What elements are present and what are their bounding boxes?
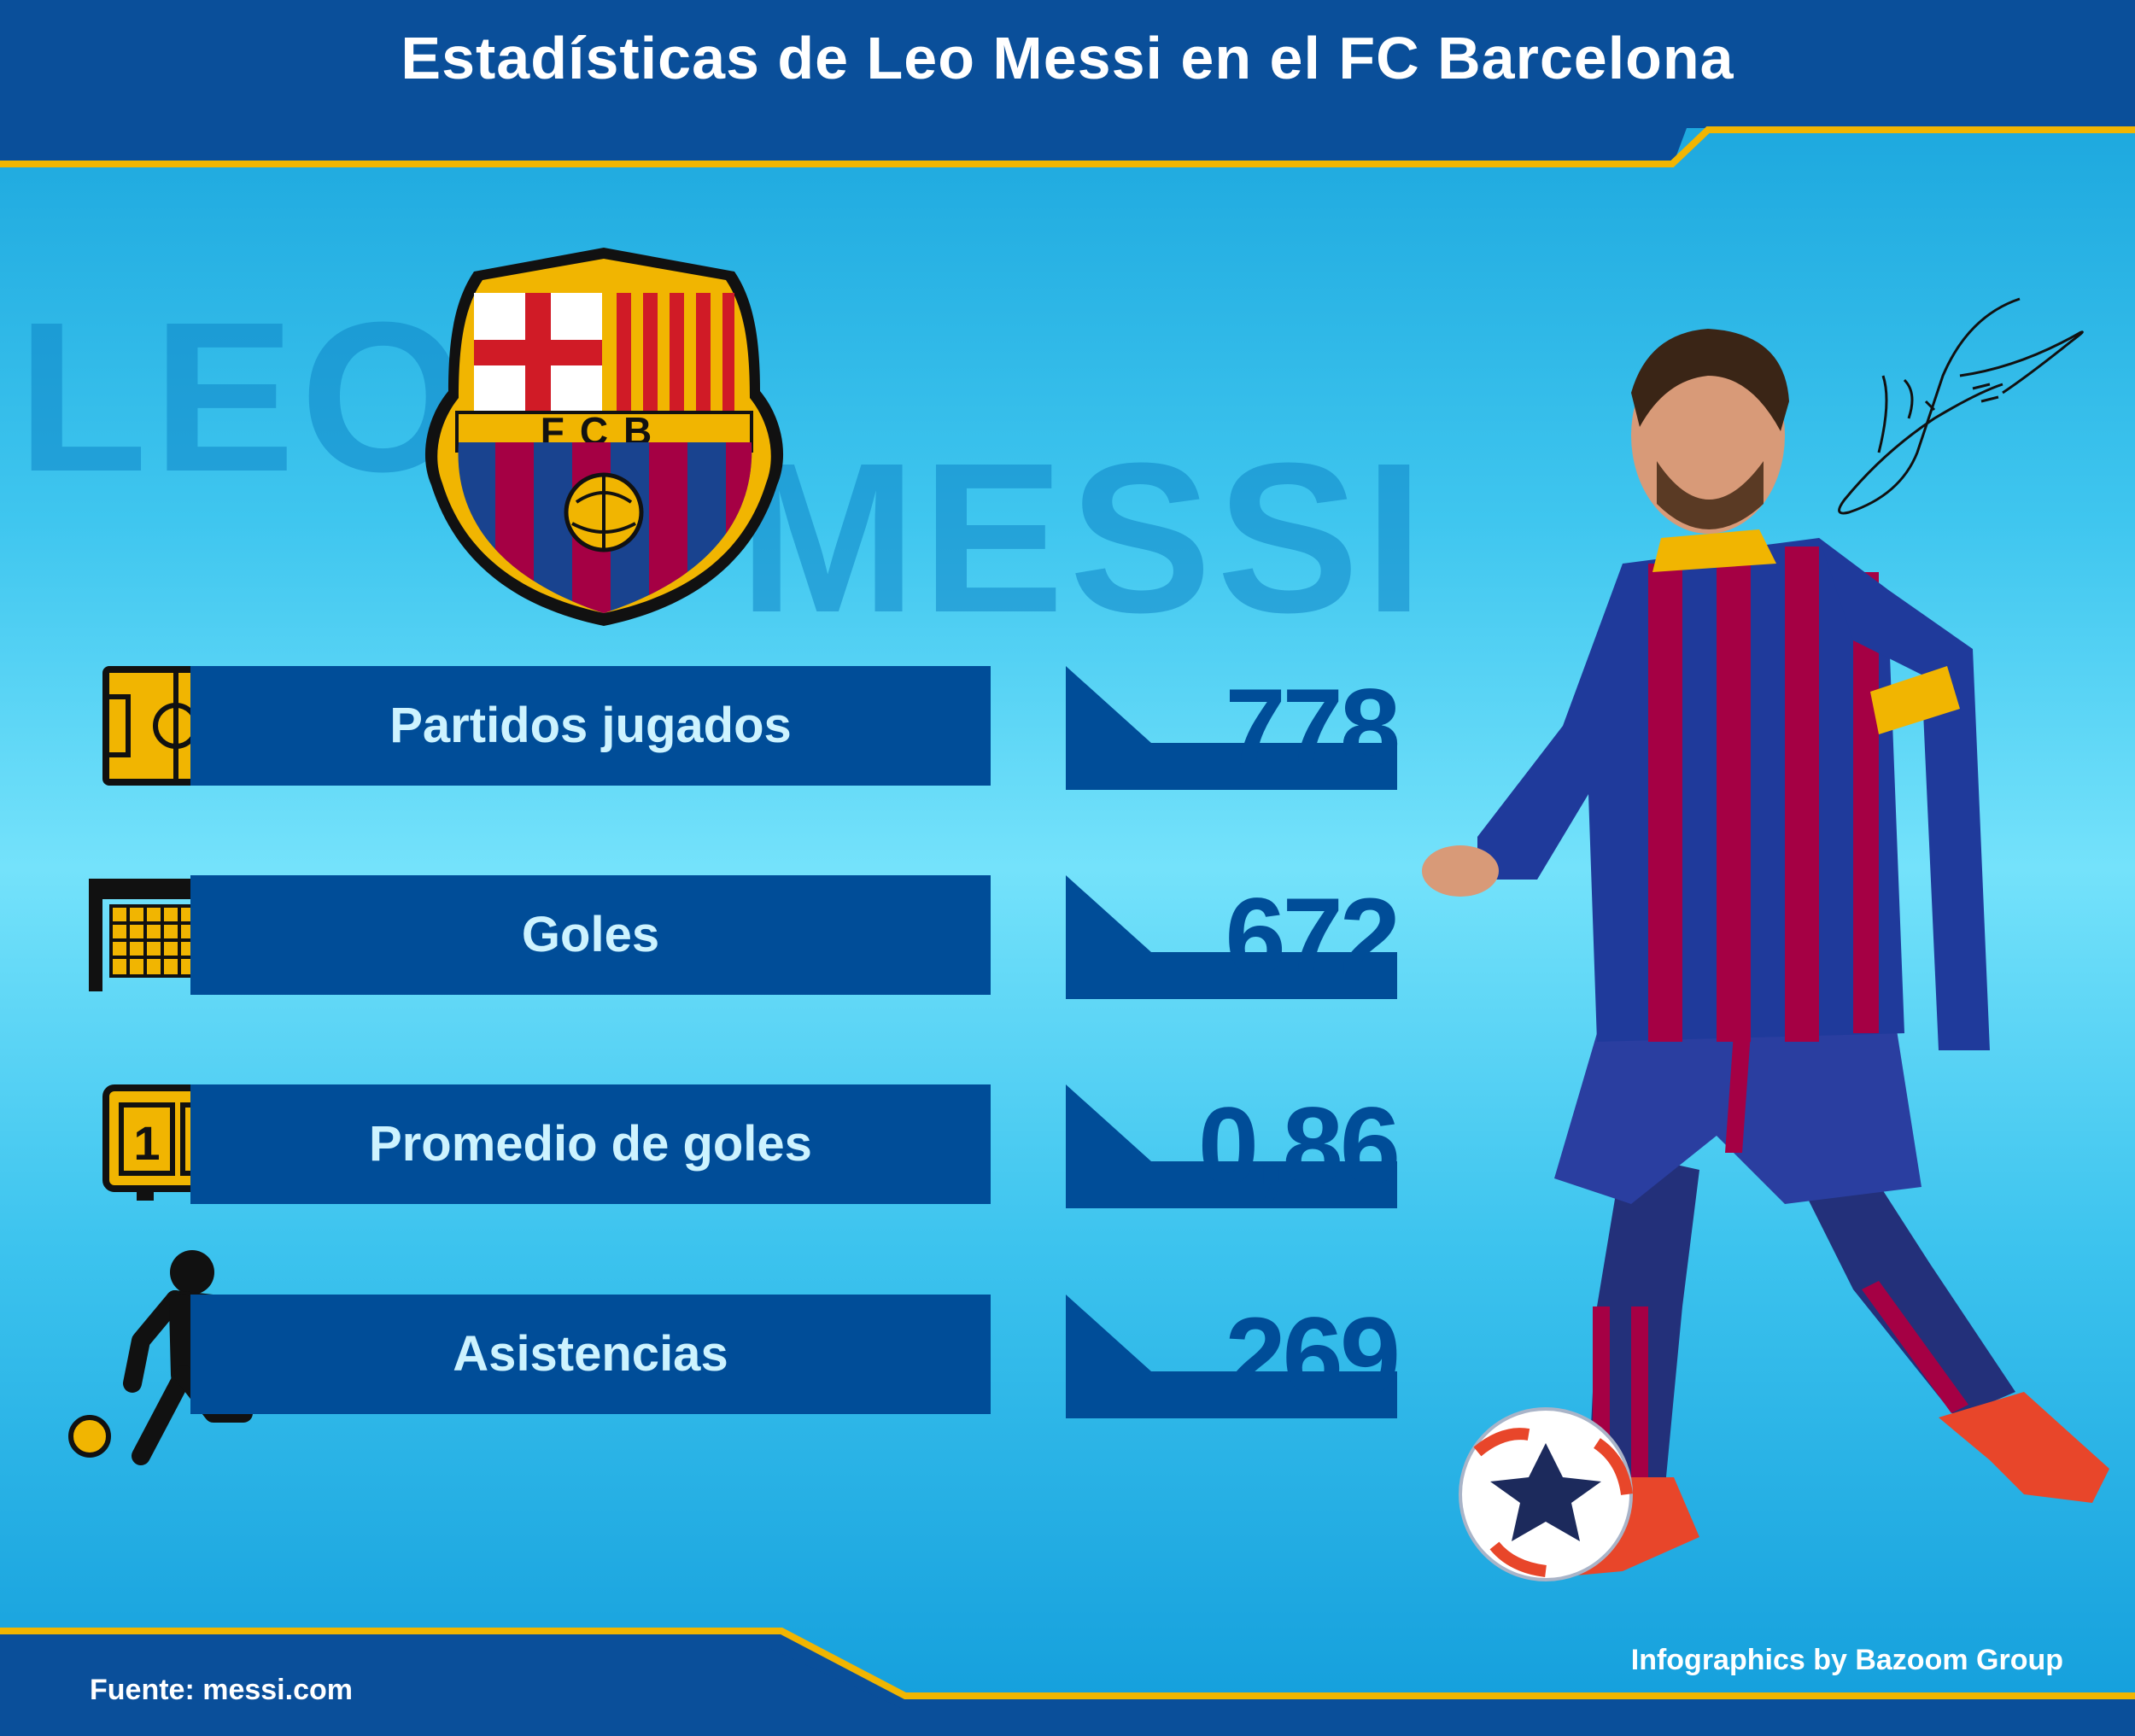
- stat-label-promedio: Promedio de goles: [369, 1116, 812, 1172]
- stat-value-box-promedio: [1066, 1084, 1397, 1208]
- watermark-leo: LEO: [17, 278, 471, 516]
- stat-value-box-asistencias: [1066, 1295, 1397, 1418]
- footer-source: Fuente: messi.com: [90, 1674, 353, 1706]
- stat-label-partidos: Partidos jugados: [389, 698, 792, 753]
- stat-value-box-partidos: [1066, 666, 1397, 790]
- footer-credit: Infographics by Bazoom Group: [1630, 1644, 2063, 1676]
- signature: [1838, 297, 2084, 515]
- stat-bar-goles: [190, 875, 991, 995]
- stat-value-partidos: 778: [1225, 667, 1401, 789]
- player-photo: [1422, 329, 2109, 1581]
- scoreboard-left-digit: 1: [133, 1116, 160, 1170]
- stat-label-asistencias: Asistencias: [453, 1326, 728, 1382]
- stat-label-goles: Goles: [521, 907, 660, 962]
- watermark-messi: MESSI: [739, 418, 1429, 657]
- fcb-crest-logo: FCB: [424, 248, 784, 626]
- stat-value-promedio: 0,86: [1197, 1085, 1401, 1207]
- header-band: [0, 0, 2135, 167]
- stat-bar-promedio: [190, 1084, 991, 1204]
- stat-bar-asistencias: [190, 1295, 991, 1414]
- page-title: Estadísticas de Leo Messi en el FC Barce…: [401, 25, 1734, 91]
- footer-band: [0, 1628, 2135, 1736]
- stat-value-asistencias: 269: [1225, 1295, 1401, 1417]
- stat-value-goles: 672: [1225, 876, 1401, 998]
- stat-bar-partidos: [190, 666, 991, 786]
- stat-value-box-goles: [1066, 875, 1397, 999]
